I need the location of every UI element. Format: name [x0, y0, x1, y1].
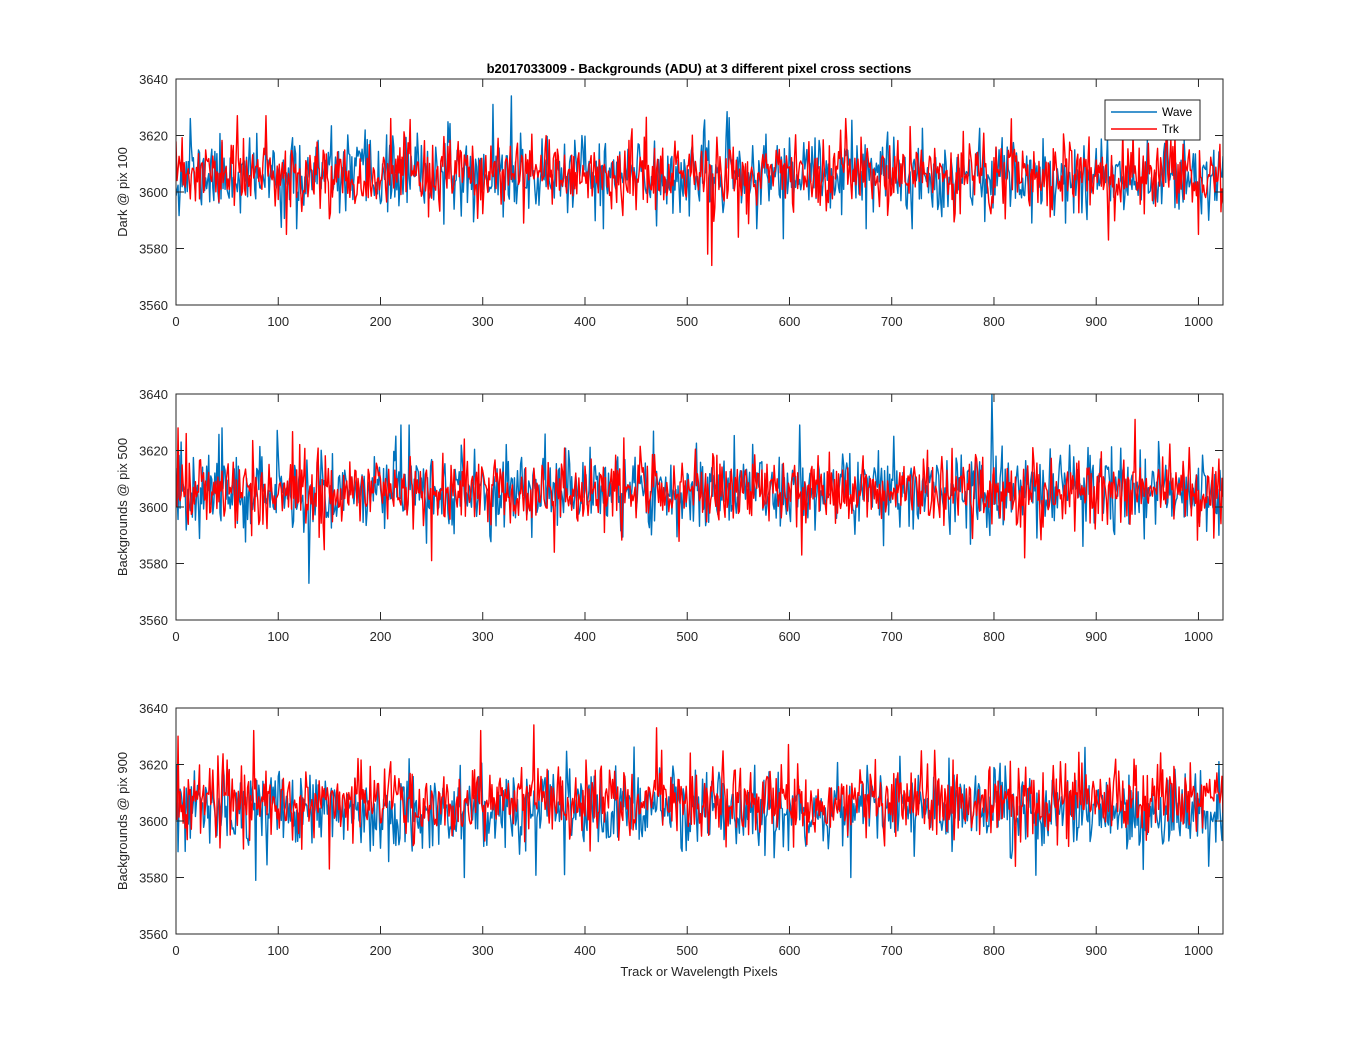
x-tick-label: 600: [779, 629, 801, 644]
subplots: 0 100 200 300 400 500 600 700 800 900 100035603580…: [115, 72, 1224, 958]
x-tick-label: 1000: [1184, 943, 1213, 958]
y-axis-label: Dark @ pix 100: [115, 147, 130, 237]
chart-title: b2017033009 - Backgrounds (ADU) at 3 dif…: [487, 61, 912, 76]
y-tick-label: 3620: [139, 129, 168, 144]
x-tick-label: 0: [172, 629, 179, 644]
y-tick-label: 3580: [139, 557, 168, 572]
x-tick-label: 700: [881, 629, 903, 644]
x-tick-label: 500: [676, 943, 698, 958]
x-tick-label: 900: [1085, 943, 1107, 958]
subplot-3: 0 100 200 300 400 500 600 700 800 900 1000 3560 3580…: [115, 701, 1224, 958]
y-tick-label: 3640: [139, 72, 168, 87]
x-tick-label: 100: [267, 943, 289, 958]
y-axis-label: Backgrounds @ pix 500: [115, 438, 130, 576]
y-tick-label: 3600: [139, 185, 168, 200]
legend-box: [1104, 99, 1201, 141]
subplot-2: 0 100 200 300 400 500 600 700 800 900 1000 3560 3580…: [115, 387, 1224, 644]
x-tick-label: 100: [267, 629, 289, 644]
legend-label-trk: Trk: [1162, 122, 1180, 136]
legend-label-wave: Wave: [1162, 105, 1193, 119]
x-tick-label: 1000: [1184, 314, 1213, 329]
x-tick-label: 1000: [1184, 629, 1213, 644]
x-tick-label: 200: [370, 629, 392, 644]
series-line-trk: [176, 115, 1223, 267]
x-tick-label: 0: [172, 943, 179, 958]
y-tick-label: 3620: [139, 444, 168, 459]
x-tick-label: 400: [574, 314, 596, 329]
x-tick-label: 800: [983, 314, 1005, 329]
x-tick-label: 800: [983, 943, 1005, 958]
subplot-1: 0 100 200 300 400 500 600 700 800 900 1000 3560 3580…: [115, 72, 1224, 329]
x-axis-label: Track or Wavelength Pixels: [620, 964, 778, 979]
y-tick-label: 3560: [139, 613, 168, 628]
series-group: [176, 394, 1223, 584]
x-tick-label: 500: [676, 314, 698, 329]
series-group: [176, 724, 1223, 882]
x-tick-label: 900: [1085, 629, 1107, 644]
y-tick-label: 3600: [139, 500, 168, 515]
x-tick-label: 800: [983, 629, 1005, 644]
x-tick-label: 100: [267, 314, 289, 329]
y-tick-label: 3580: [139, 871, 168, 886]
x-tick-label: 600: [779, 943, 801, 958]
x-tick-label: 900: [1085, 314, 1107, 329]
x-tick-label: 600: [779, 314, 801, 329]
x-tick-label: 300: [472, 629, 494, 644]
y-tick-label: 3560: [139, 298, 168, 313]
x-tick-label: 300: [472, 943, 494, 958]
series-group: [176, 95, 1223, 267]
x-tick-label: 500: [676, 629, 698, 644]
y-axis-label: Backgrounds @ pix 900: [115, 752, 130, 890]
y-tick-label: 3640: [139, 387, 168, 402]
y-tick-label: 3560: [139, 927, 168, 942]
series-line-trk: [176, 418, 1223, 562]
x-tick-label: 700: [881, 943, 903, 958]
y-tick-label: 3600: [139, 814, 168, 829]
x-tick-label: 200: [370, 314, 392, 329]
x-tick-label: 400: [574, 943, 596, 958]
x-tick-label: 700: [881, 314, 903, 329]
legend: Wave Trk: [1104, 99, 1201, 141]
y-tick-label: 3640: [139, 701, 168, 716]
x-tick-label: 300: [472, 314, 494, 329]
x-tick-label: 200: [370, 943, 392, 958]
series-line-trk: [176, 724, 1223, 870]
y-tick-label: 3580: [139, 242, 168, 257]
x-tick-label: 0: [172, 314, 179, 329]
x-tick-label: 400: [574, 629, 596, 644]
y-tick-label: 3620: [139, 758, 168, 773]
